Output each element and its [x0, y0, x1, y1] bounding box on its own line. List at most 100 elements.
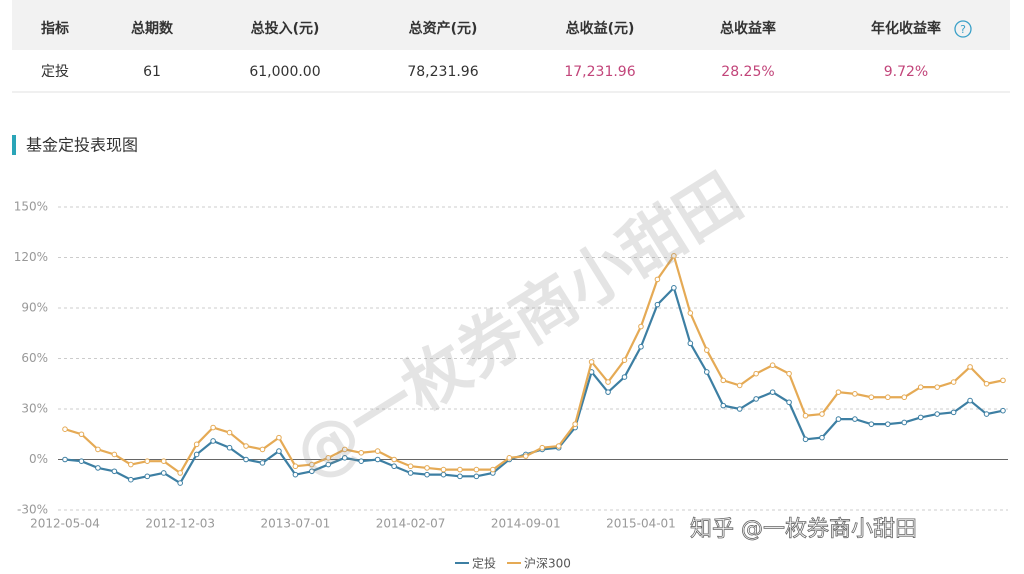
point	[687, 310, 694, 316]
point	[1000, 407, 1006, 414]
point	[555, 443, 562, 449]
point	[309, 468, 315, 475]
point	[736, 406, 743, 412]
point	[868, 421, 875, 427]
point	[588, 359, 595, 365]
point	[259, 460, 266, 466]
point	[621, 357, 628, 363]
point	[983, 411, 990, 417]
point	[226, 429, 233, 436]
point	[638, 323, 644, 330]
series-line	[64, 253, 1004, 475]
help-icon-circle[interactable]	[954, 20, 972, 38]
chart: -30% 0% 30% 60% 90% 120% 150% 2012-05-04 2012-12…	[14, 200, 1008, 571]
y-tick-label: 0%	[29, 452, 48, 466]
point	[901, 394, 908, 401]
point	[160, 470, 167, 476]
point	[62, 456, 68, 463]
point	[950, 379, 957, 385]
point	[786, 370, 792, 377]
point	[967, 364, 973, 370]
point	[259, 446, 266, 453]
point	[802, 412, 809, 419]
point	[654, 276, 661, 283]
table-header-cell: 总投入(元)	[251, 20, 320, 37]
point	[95, 446, 101, 453]
table-header-cell: 总收益(元)	[566, 20, 635, 37]
y-tick-label: 60%	[21, 351, 48, 365]
table-cell: 28.25%	[721, 64, 774, 80]
point	[144, 458, 151, 464]
x-tick-label: 2012-12-03	[145, 517, 215, 531]
point	[539, 444, 546, 451]
point	[424, 465, 430, 471]
point	[885, 394, 891, 401]
legend-label: 沪深300	[524, 557, 571, 571]
point	[374, 456, 381, 463]
point	[522, 453, 529, 459]
point	[457, 473, 463, 480]
point	[605, 389, 611, 395]
point	[868, 394, 875, 401]
point	[177, 470, 183, 476]
point	[506, 455, 513, 461]
y-tick-label: 120%	[14, 250, 48, 264]
point	[111, 451, 118, 458]
point	[78, 458, 85, 464]
point	[276, 448, 282, 454]
point	[605, 379, 611, 385]
point	[621, 374, 628, 380]
point	[802, 436, 809, 443]
section-title: 基金定投表现图	[26, 136, 138, 155]
point	[358, 449, 365, 456]
x-tick-label: 2014-02-07	[376, 517, 446, 531]
point	[391, 463, 397, 470]
table-cell: 61,000.00	[249, 64, 320, 80]
point	[687, 340, 694, 347]
point	[374, 448, 381, 454]
point	[424, 471, 430, 478]
point	[885, 421, 891, 427]
point	[720, 377, 727, 384]
point	[852, 391, 858, 397]
watermark: 知乎 @一枚券商小甜田	[690, 517, 917, 542]
point	[292, 471, 299, 478]
point	[341, 446, 348, 453]
point	[226, 444, 233, 451]
point	[671, 253, 677, 259]
point	[95, 465, 101, 471]
table-cell: 61	[143, 64, 161, 80]
table-header-cell: 年化收益率	[871, 20, 941, 37]
table-header-cell: 总资产(元)	[409, 20, 478, 37]
point	[243, 456, 249, 463]
point	[128, 476, 134, 483]
y-tick-label: 30%	[21, 402, 48, 416]
point	[703, 347, 710, 353]
point	[210, 438, 216, 444]
point	[967, 397, 973, 404]
point	[358, 458, 365, 464]
point	[440, 466, 447, 473]
point	[638, 343, 644, 350]
y-tick-label: 150%	[14, 200, 48, 214]
point	[671, 285, 677, 291]
point	[819, 411, 825, 417]
point	[753, 396, 759, 402]
point	[473, 473, 480, 480]
point	[325, 455, 332, 461]
point	[835, 416, 842, 422]
y-tick-label: 90%	[21, 301, 48, 315]
point	[111, 468, 118, 475]
table-header-bg	[12, 0, 1010, 50]
point	[62, 426, 68, 433]
point	[78, 431, 85, 438]
table-cell: 9.72%	[884, 64, 928, 80]
point	[769, 389, 776, 395]
table-cell: 定投	[41, 64, 69, 80]
point	[786, 399, 792, 406]
section-bar	[12, 135, 16, 155]
help-icon[interactable]: ?	[960, 23, 966, 36]
point	[736, 382, 743, 389]
point	[819, 434, 825, 441]
